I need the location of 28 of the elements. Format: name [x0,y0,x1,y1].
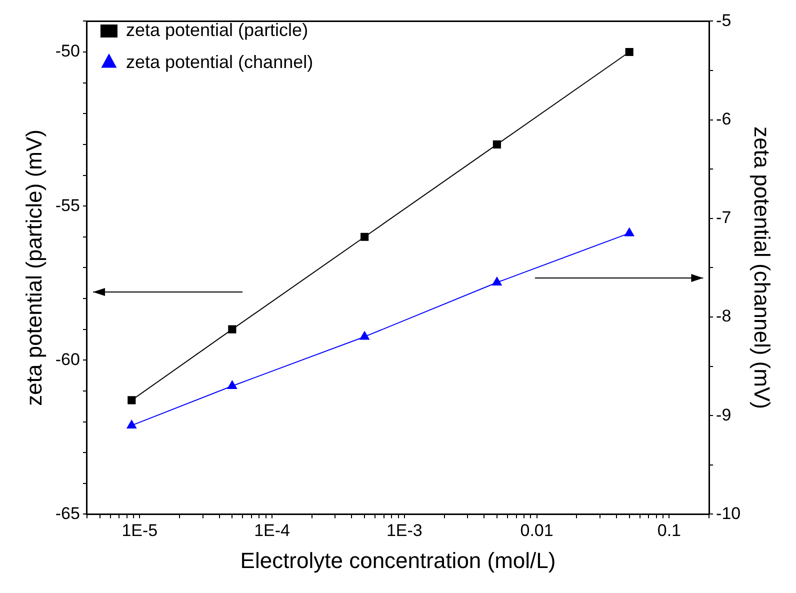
point [624,228,634,236]
y-tick-label: -55 [55,196,80,215]
legend-label: zeta potential (channel) [126,52,314,72]
y-tick-label: -65 [55,504,80,523]
y2-tick-label: -6 [716,109,732,128]
y2-tick-label: -9 [716,405,732,424]
point [360,331,370,340]
x-tick-label: 1E-4 [254,521,290,540]
y-tick-label: -50 [55,42,80,61]
x-tick-label: 0.1 [657,521,681,540]
y-tick-label: -60 [55,350,80,369]
x-tick-label: 1E-5 [122,521,158,540]
point [625,48,634,56]
y2-tick-label: -8 [716,306,732,326]
point [492,276,502,286]
legend-label: zeta potential (particle) [126,20,308,40]
y2-axis-title: zeta potential (channel) (mV) [750,126,775,409]
x-axis-title: Electrolyte concentration (mol/L) [240,548,556,573]
y-axis-title: zeta potential (particle) (mV) [21,130,46,406]
x-tick-label: 0.01 [520,521,554,540]
y2-tick-label: -7 [716,208,732,228]
point [492,140,501,148]
y2-tick-label: -5 [716,10,732,30]
point [360,232,369,241]
point [227,380,238,390]
y2-tick-label: -10 [716,504,741,523]
point [228,325,236,334]
x-tick-label: 1E-3 [386,521,422,540]
